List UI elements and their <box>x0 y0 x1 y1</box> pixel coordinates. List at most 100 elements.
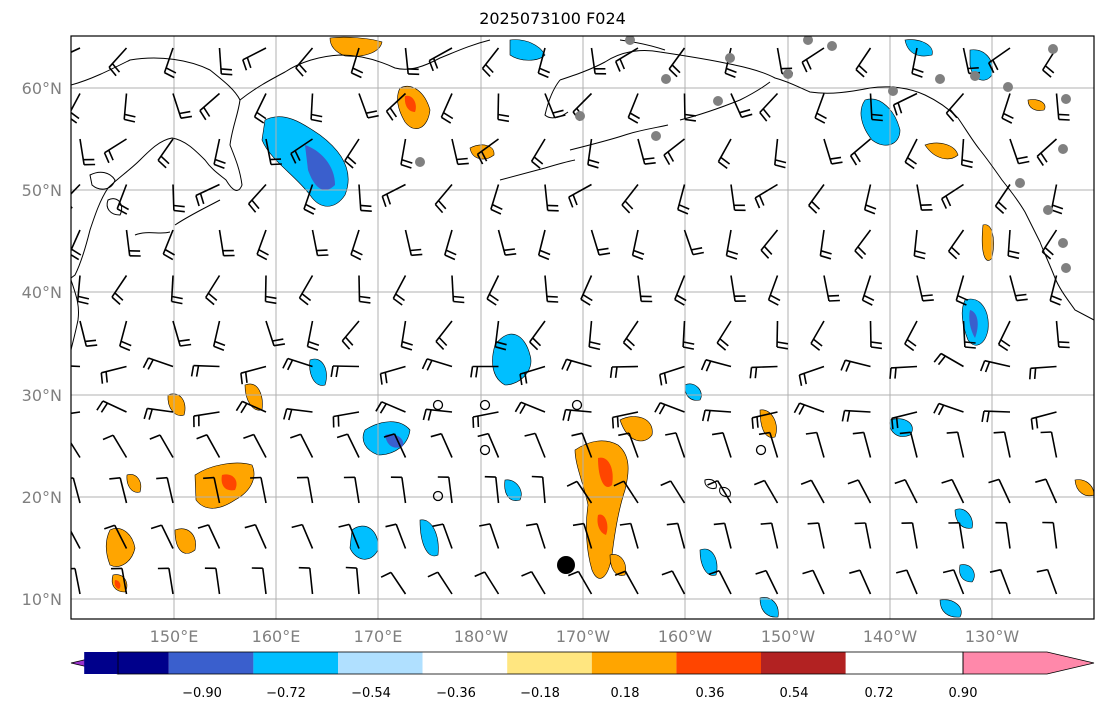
lon-label: 170°E <box>354 627 403 646</box>
wind-barb <box>109 477 128 504</box>
wind-barb <box>265 320 286 347</box>
wind-barb <box>282 357 313 371</box>
wind-barb <box>659 365 685 386</box>
wind-barb <box>708 570 732 595</box>
wind-barb <box>303 184 316 215</box>
wind-barb <box>994 184 1011 214</box>
wind-barb <box>76 275 90 305</box>
wind-barb <box>663 138 685 165</box>
wind-barb <box>588 320 601 351</box>
wind-barb <box>841 409 871 422</box>
wind-barb <box>116 184 129 215</box>
wind-barb <box>1009 275 1028 302</box>
wind-barb <box>767 275 781 306</box>
wind-barb <box>400 138 413 169</box>
wind-barb <box>170 275 183 305</box>
wind-barb <box>755 569 779 595</box>
wind-barb <box>814 93 827 124</box>
wind-barb <box>524 432 546 458</box>
wind-barb <box>490 184 503 215</box>
colorbar-tick: −0.18 <box>520 686 560 701</box>
wind-barb <box>622 320 639 351</box>
wind-barb <box>451 275 465 304</box>
wind-barb <box>962 320 976 349</box>
wind-barb <box>700 359 732 372</box>
wind-barb <box>613 480 639 504</box>
wind-barb <box>193 411 220 428</box>
wind-barb <box>987 47 1011 74</box>
wind-barb <box>1029 365 1057 380</box>
colorbar-segment <box>591 652 677 674</box>
wind-barb <box>251 567 267 595</box>
wind-barb <box>566 480 593 504</box>
lon-label: 160°W <box>658 627 713 646</box>
wind-barb <box>618 432 639 458</box>
wind-barb <box>849 569 872 595</box>
wind-barb <box>392 275 407 306</box>
wind-barb <box>336 433 360 458</box>
wind-barb <box>1035 478 1058 504</box>
wind-barb <box>71 567 81 595</box>
wind-barb <box>819 229 832 260</box>
wind-barb <box>758 431 779 458</box>
wind-barb <box>933 402 964 416</box>
latitude-labels: 60°N 50°N 40°N 30°N 20°N 10°N <box>22 79 62 609</box>
colorbar-segment <box>422 652 508 674</box>
wind-barb <box>725 229 739 260</box>
wind-barb <box>213 138 226 169</box>
wind-barb <box>981 410 1011 423</box>
wind-barb <box>404 47 420 76</box>
wind-barb <box>802 569 825 595</box>
wind-barb <box>717 138 732 170</box>
wind-barb <box>240 365 267 385</box>
wind-barb <box>654 401 685 415</box>
wind-barb <box>422 408 453 421</box>
wind-barb <box>894 479 918 504</box>
wind-barb <box>430 432 453 458</box>
wind-barb <box>793 402 825 415</box>
wind-barb <box>537 47 551 79</box>
wind-barb <box>243 433 267 458</box>
wind-barb <box>895 569 918 595</box>
colorbar-tick: −0.90 <box>182 686 222 701</box>
lat-label: 20°N <box>22 488 62 507</box>
lat-label: 30°N <box>22 386 62 405</box>
wind-barb <box>212 320 226 352</box>
wind-barb <box>111 275 128 305</box>
wind-barb <box>1036 138 1058 166</box>
wind-barb <box>283 408 313 421</box>
wind-barb <box>103 138 127 164</box>
wind-barb <box>484 475 500 504</box>
wind-barb <box>172 93 193 119</box>
wind-barb <box>1001 93 1014 124</box>
wind-barb <box>995 521 1011 549</box>
wind-barb <box>997 320 1011 352</box>
wind-barb <box>375 401 406 414</box>
wind-barb <box>942 569 965 595</box>
wind-barb <box>637 138 656 165</box>
wind-barb <box>682 320 695 350</box>
wind-barb <box>479 523 500 549</box>
wind-barb <box>861 275 875 306</box>
wind-barb <box>854 229 872 260</box>
wind-barb <box>428 47 453 72</box>
wind-barb <box>960 138 973 169</box>
wind-barb <box>544 275 559 303</box>
wind-barb <box>119 320 132 352</box>
wind-barb <box>1030 411 1057 430</box>
wind-barb <box>621 184 639 214</box>
wind-barb <box>530 138 546 169</box>
wind-barb <box>218 229 235 257</box>
wind-barb <box>330 365 360 378</box>
colorbar-frame <box>117 651 964 675</box>
wind-barb <box>941 478 965 504</box>
wind-barb <box>631 229 645 260</box>
wind-barb <box>537 229 551 261</box>
wind-barb <box>863 184 877 215</box>
wind-barb <box>196 434 221 458</box>
wind-barb <box>296 476 314 504</box>
wind-barb <box>1049 275 1062 306</box>
wind-barb <box>590 229 611 256</box>
wind-barb <box>568 570 593 595</box>
wind-barb <box>79 138 96 166</box>
